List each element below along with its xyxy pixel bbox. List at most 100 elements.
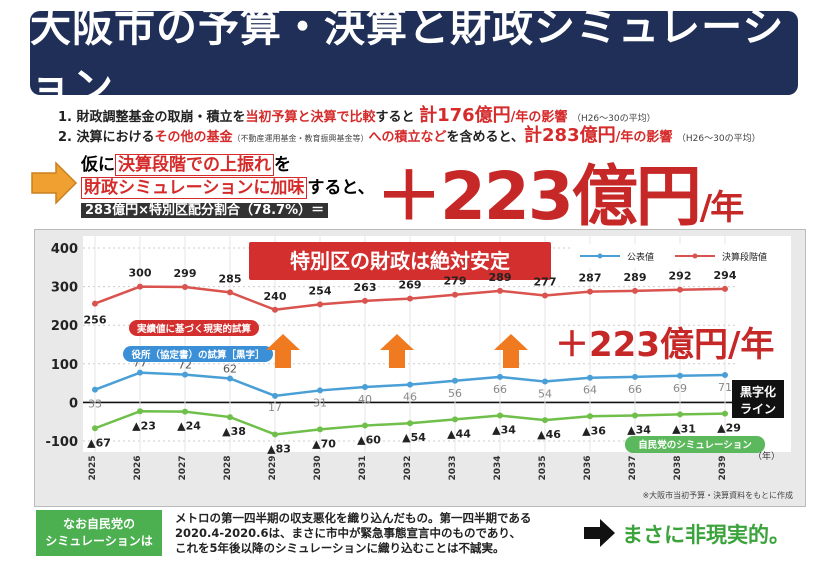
data-point-published (587, 374, 593, 381)
x-tick-label: 2025 (88, 455, 98, 480)
kuro-label-box (732, 380, 784, 418)
data-point-ldp (92, 425, 98, 432)
data-label-published: 40 (358, 393, 372, 406)
banner-box (249, 242, 551, 280)
data-point-ldp (677, 411, 683, 418)
y-tick-label: 400 (51, 242, 78, 257)
data-label-settlement: 254 (309, 284, 332, 297)
data-point-settlement (677, 286, 683, 293)
middle-line1-c: を (274, 155, 291, 175)
data-label-ldp: ▲67 (87, 436, 111, 449)
data-point-settlement (407, 295, 413, 302)
data-label-ldp: ▲54 (402, 431, 426, 444)
legend-marker-settlement (692, 253, 698, 259)
note-line-1: 1. 財政調整基金の取崩・積立を当初予算と決算で比較すると 計176億円/年の影… (58, 101, 656, 127)
data-point-ldp (632, 412, 638, 419)
data-label-settlement: 285 (219, 272, 242, 285)
note2-mid: を含めると、 (446, 130, 525, 145)
data-label-published: 33 (88, 398, 102, 411)
data-point-published (632, 373, 638, 380)
data-label-settlement: 300 (129, 267, 152, 280)
x-tick-label: 2034 (493, 455, 503, 480)
data-point-published (362, 383, 368, 390)
data-label-published: 66 (628, 383, 642, 396)
bottom-arrow-icon (584, 519, 615, 547)
note2-red1: その他の基金 (154, 130, 233, 145)
bottom-conclusion: まさに非現実的。 (622, 523, 790, 547)
data-label-settlement: 292 (669, 270, 692, 283)
data-point-settlement (182, 283, 188, 290)
note2-prefix: 2. 決算における (58, 130, 155, 145)
middle-line-3: 283億円×特別区配分割合（78.7%）＝ (81, 199, 329, 218)
arrow-right-icon (31, 161, 78, 205)
y-tick-label: 300 (51, 281, 78, 296)
data-label-ldp: ▲23 (132, 419, 156, 432)
banner-text: 特別区の財政は絶対安定 (290, 249, 510, 273)
annotation-red-text: 実績値に基づく現実的試算 (137, 323, 252, 335)
note1-suffix: /年の影響 (510, 110, 568, 125)
data-label-settlement: 277 (534, 275, 557, 288)
data-label-settlement: 240 (264, 290, 287, 303)
data-label-settlement: 263 (354, 281, 377, 294)
data-label-settlement: 299 (174, 267, 197, 280)
data-label-settlement: 256 (84, 314, 107, 327)
data-point-ldp (227, 414, 233, 421)
note1-range: （H26～30の平均） (571, 114, 656, 124)
legend-marker-published (597, 253, 603, 259)
x-tick-label: 2035 (538, 455, 548, 480)
bottom-text-1: メトロの第一四半期の収支悪化を織り込んだもの。第一四半期である (175, 511, 532, 525)
data-point-ldp (272, 431, 278, 438)
note2-suffix: /年の影響 (615, 130, 673, 145)
y-tick-label: 200 (51, 319, 78, 334)
note1-red1: 当初予算と決算で比較 (245, 110, 376, 125)
data-label-ldp: ▲38 (222, 425, 246, 438)
kuro-label-line2: ライン (740, 402, 776, 416)
note1-mid: すると (375, 110, 415, 125)
data-point-published (92, 386, 98, 393)
middle-line1-a: 仮に (81, 155, 115, 175)
y-tick-label: 100 (51, 358, 78, 373)
data-point-settlement (92, 300, 98, 307)
data-label-published: 69 (673, 382, 687, 395)
data-label-settlement: 289 (489, 271, 512, 284)
data-point-settlement (227, 289, 233, 296)
x-tick-label: 2039 (718, 455, 728, 480)
x-tick-label: 2027 (178, 455, 188, 480)
data-point-settlement (722, 285, 728, 292)
data-point-ldp (452, 416, 458, 423)
middle-line3: 283億円×特別区配分割合（78.7%）＝ (81, 203, 329, 218)
middle-line2-a: 財政シミュレーションに加味 (81, 177, 308, 199)
data-point-published (497, 373, 503, 380)
bottom-label-1: なお自民党の (62, 517, 135, 531)
data-label-settlement: 294 (714, 269, 737, 282)
note2-paren: （不動産運用基金・教育振興基金等） (232, 134, 369, 143)
data-point-settlement (587, 288, 593, 295)
middle-line1-b: 決算段階での上振れ (115, 154, 274, 176)
data-point-ldp (182, 408, 188, 415)
annotation-green-box (625, 436, 765, 453)
x-tick-label: 2031 (358, 455, 368, 480)
data-label-ldp: ▲24 (177, 420, 201, 433)
big-result-value: ＋223億円 (376, 158, 702, 235)
annotation-blue-text: 役所（協定書）の試算［黒字］ (130, 349, 264, 361)
bottom-text-2: 2020.4-2020.6は、まさに市中が緊急事態宣言中のものであり、 (175, 526, 521, 540)
legend-label-settlement: 決算段階値 (722, 251, 767, 263)
annotation-red-box (129, 320, 259, 336)
annotation-green-text: 自民党のシミュレーション (638, 439, 752, 451)
x-unit-label: （年） (753, 450, 780, 462)
data-point-settlement (317, 301, 323, 308)
data-point-ldp (722, 410, 728, 417)
data-point-published (452, 377, 458, 384)
line-chart: 400 300 200 100 0 -100 2025 2026 2027 2028 2029 203… (45, 236, 793, 500)
note2-red3: 計283億円 (524, 125, 616, 146)
data-point-settlement (362, 297, 368, 304)
data-point-settlement (497, 287, 503, 294)
data-label-published: 66 (493, 383, 507, 396)
data-label-ldp: ▲60 (357, 434, 381, 447)
data-point-published (272, 392, 278, 399)
up-arrow-icon (380, 334, 414, 368)
middle-line-1: 仮に 決算段階での上振れを (81, 150, 291, 176)
data-point-ldp (497, 412, 503, 419)
data-label-published: 54 (538, 388, 552, 401)
annotation-blue-box (123, 346, 273, 362)
